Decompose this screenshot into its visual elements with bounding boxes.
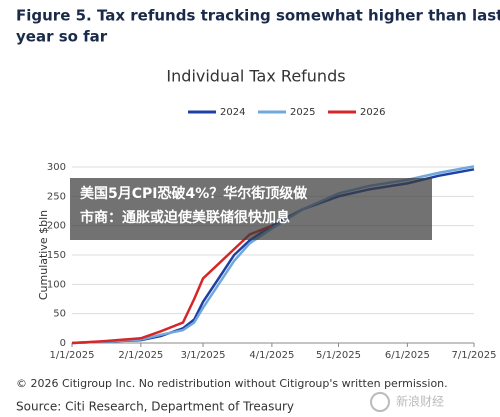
- watermark: 新浪财经: [396, 394, 444, 409]
- y-tick-label: 0: [60, 338, 66, 349]
- figure-title: Figure 5. Tax refunds tracking somewhat …: [16, 7, 500, 25]
- x-tick-label: 4/1/2025: [249, 350, 294, 361]
- legend-label: 2024: [220, 107, 245, 118]
- legend-label: 2026: [360, 107, 385, 118]
- chart-title: Individual Tax Refunds: [166, 67, 345, 86]
- banner-text: 美国5月CPI恐破4%？华尔街顶级做: [80, 185, 308, 202]
- banner-text: 市商：通胀或迫使美联储很快加息: [80, 209, 290, 226]
- source: Source: Citi Research, Department of Tre…: [16, 400, 294, 414]
- figure-title: year so far: [16, 28, 108, 46]
- x-tick-label: 1/1/2025: [50, 350, 95, 361]
- legend-label: 2025: [290, 107, 315, 118]
- watermark-logo: [370, 392, 390, 412]
- y-tick-label: 200: [47, 221, 66, 232]
- x-tick-label: 2/1/2025: [118, 350, 163, 361]
- series-line: [71, 224, 273, 345]
- banner-bg: [70, 178, 432, 240]
- x-tick-label: 6/1/2025: [385, 350, 430, 361]
- y-tick-label: 250: [47, 191, 66, 202]
- y-tick-label: 100: [47, 279, 66, 290]
- y-tick-label: 150: [47, 250, 66, 261]
- copyright: © 2026 Citigroup Inc. No redistribution …: [16, 377, 448, 390]
- x-tick-label: 7/1/2025: [452, 350, 497, 361]
- y-tick-label: 300: [47, 162, 66, 173]
- x-tick-label: 5/1/2025: [316, 350, 361, 361]
- x-tick-label: 3/1/2025: [181, 350, 226, 361]
- y-axis-label: Cumulative $bln: [37, 210, 50, 300]
- y-tick-label: 50: [53, 309, 66, 320]
